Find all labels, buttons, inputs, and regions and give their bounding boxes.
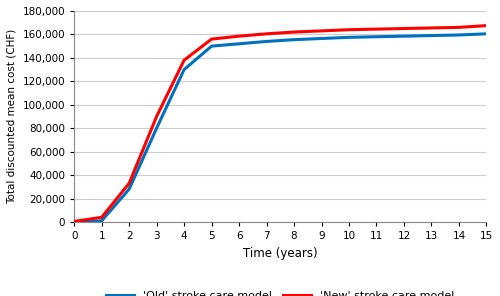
'Old' stroke care model bbox=[456, 33, 462, 37]
'New' stroke care model bbox=[98, 215, 104, 219]
'Old' stroke care model bbox=[401, 34, 407, 38]
'New' stroke care model bbox=[236, 34, 242, 38]
'New' stroke care model bbox=[401, 27, 407, 30]
'New' stroke care model bbox=[291, 30, 297, 34]
'Old' stroke care model bbox=[291, 38, 297, 41]
'New' stroke care model bbox=[428, 26, 434, 30]
'Old' stroke care model bbox=[208, 44, 214, 48]
'New' stroke care model bbox=[208, 37, 214, 41]
'Old' stroke care model bbox=[126, 187, 132, 191]
'Old' stroke care model bbox=[154, 126, 160, 130]
'New' stroke care model bbox=[318, 29, 324, 33]
'New' stroke care model bbox=[71, 220, 77, 223]
'Old' stroke care model bbox=[264, 40, 270, 43]
'New' stroke care model bbox=[154, 115, 160, 118]
'New' stroke care model bbox=[264, 32, 270, 36]
'Old' stroke care model bbox=[71, 220, 77, 224]
'Old' stroke care model bbox=[181, 68, 187, 71]
'New' stroke care model bbox=[484, 24, 490, 27]
'New' stroke care model bbox=[456, 25, 462, 29]
'Old' stroke care model bbox=[318, 37, 324, 40]
'Old' stroke care model bbox=[484, 32, 490, 36]
Line: 'New' stroke care model: 'New' stroke care model bbox=[74, 25, 486, 221]
Y-axis label: Total discounted mean cost (CHF): Total discounted mean cost (CHF) bbox=[7, 29, 17, 204]
Line: 'Old' stroke care model: 'Old' stroke care model bbox=[74, 34, 486, 222]
'Old' stroke care model bbox=[98, 219, 104, 223]
'Old' stroke care model bbox=[428, 34, 434, 37]
'Old' stroke care model bbox=[374, 35, 380, 38]
'New' stroke care model bbox=[126, 181, 132, 185]
'New' stroke care model bbox=[346, 28, 352, 31]
X-axis label: Time (years): Time (years) bbox=[243, 247, 318, 260]
'New' stroke care model bbox=[374, 27, 380, 31]
'New' stroke care model bbox=[181, 58, 187, 62]
'Old' stroke care model bbox=[346, 36, 352, 39]
'Old' stroke care model bbox=[236, 42, 242, 46]
Legend: 'Old' stroke care model, 'New' stroke care model: 'Old' stroke care model, 'New' stroke ca… bbox=[102, 287, 459, 296]
